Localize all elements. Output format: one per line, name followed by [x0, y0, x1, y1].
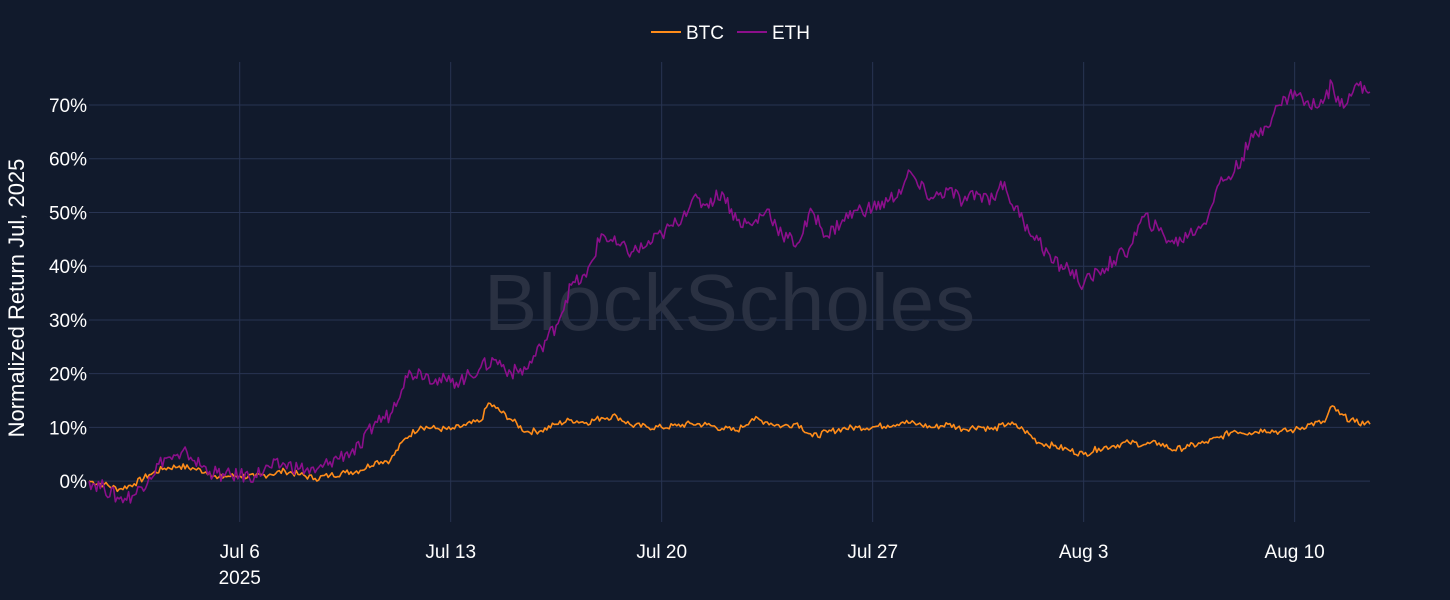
- y-tick-label: 30%: [49, 311, 87, 332]
- series-lines: [88, 79, 1371, 504]
- x-tick-label: Jul 27: [847, 542, 898, 563]
- x-axis-ticks: Jul 6 2025 Jul 13 Jul 20 Jul 27 Aug 3 Aug 10: [219, 542, 1325, 589]
- y-tick-label: 40%: [49, 257, 87, 278]
- series-line-eth: [88, 79, 1371, 504]
- y-tick-label: 10%: [49, 418, 87, 439]
- x-tick-label: Aug 3: [1059, 542, 1109, 563]
- y-tick-label: 50%: [49, 203, 87, 224]
- y-axis-title: Normalized Return Jul, 2025: [4, 159, 29, 438]
- x-tick-label: Jul 6: [220, 542, 260, 563]
- y-axis-ticks: 0% 10% 20% 30% 40% 50% 60% 70%: [49, 96, 87, 493]
- legend-label: ETH: [772, 23, 810, 44]
- y-tick-label: 70%: [49, 96, 87, 117]
- legend-label: BTC: [686, 23, 724, 44]
- watermark: BlockScholes: [484, 258, 976, 347]
- y-tick-label: 20%: [49, 365, 87, 386]
- series-line-btc: [88, 402, 1371, 493]
- y-tick-label: 60%: [49, 150, 87, 171]
- x-tick-sublabel: 2025: [219, 568, 261, 589]
- legend: BTC ETH: [651, 23, 810, 44]
- y-tick-label: 0%: [60, 472, 88, 493]
- x-tick-label: Aug 10: [1265, 542, 1325, 563]
- x-tick-label: Jul 13: [425, 542, 476, 563]
- x-tick-label: Jul 20: [636, 542, 687, 563]
